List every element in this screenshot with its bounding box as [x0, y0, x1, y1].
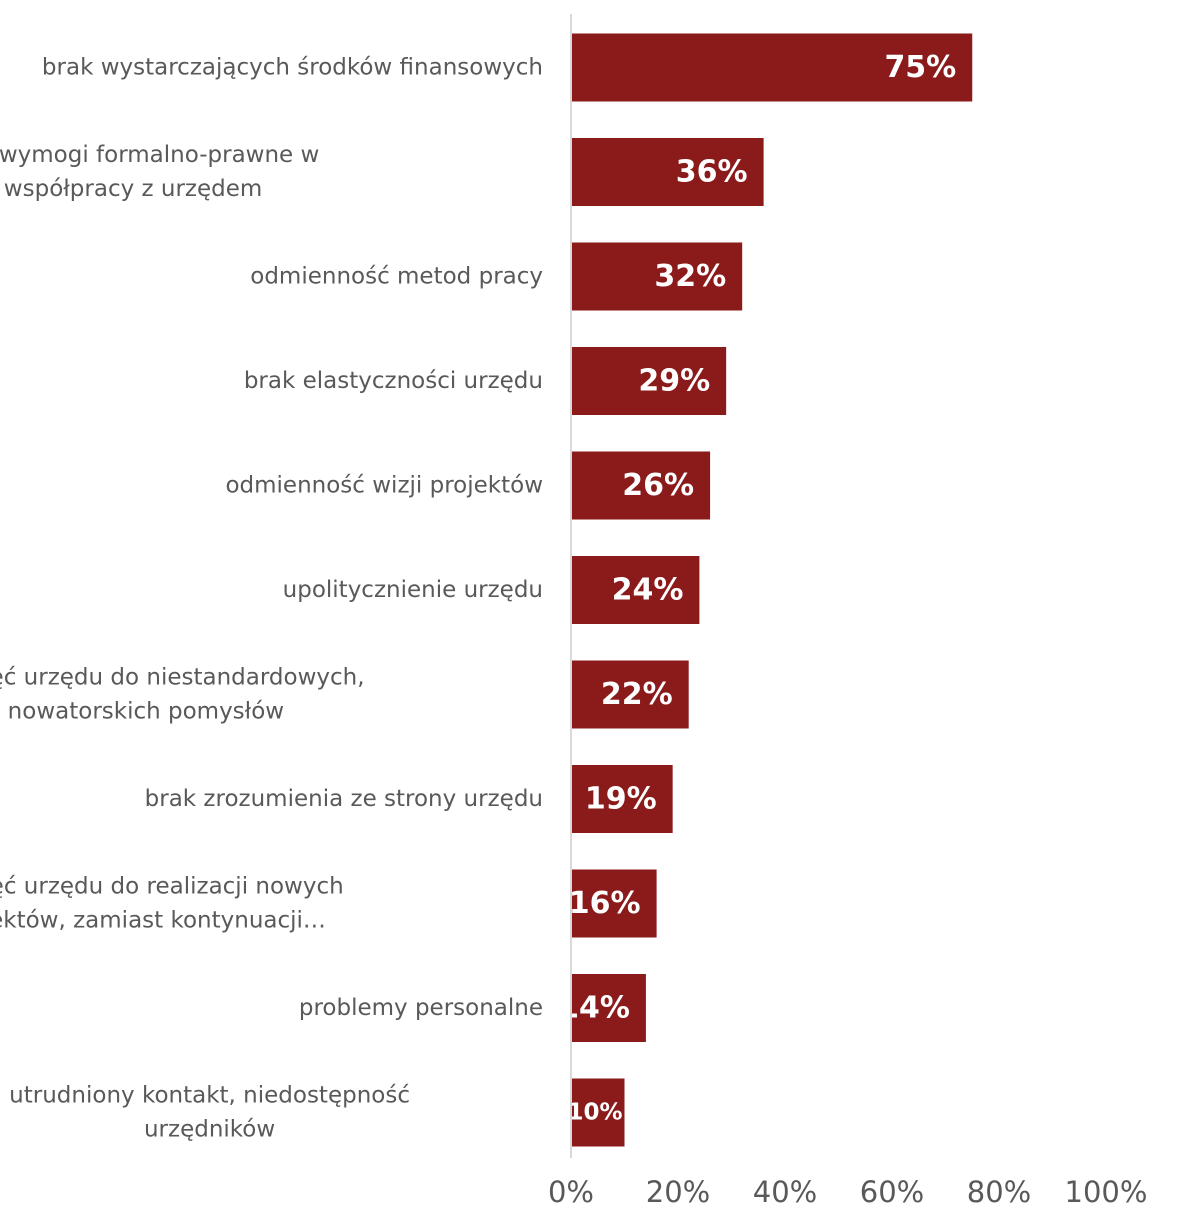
category-label: upolitycznienie urzędu: [283, 577, 543, 603]
category-label: brak wystarczających środków finansowych: [42, 55, 543, 81]
data-label: 14%: [558, 991, 630, 1026]
bar: [571, 974, 646, 1042]
category-label: skomplikowane wymogi formalno-prawne wko…: [0, 142, 319, 202]
category-labels-group: brak wystarczających środków finansowych…: [0, 55, 543, 1143]
data-label: 10%: [567, 1100, 622, 1126]
data-label: 19%: [585, 782, 657, 817]
x-tick-label: 20%: [646, 1175, 710, 1209]
category-label: brak elastyczności urzędu: [244, 368, 543, 394]
data-label: 29%: [638, 364, 710, 399]
x-tick-label: 100%: [1065, 1175, 1148, 1209]
data-label: 24%: [612, 573, 684, 608]
data-label: 32%: [654, 259, 726, 294]
category-label: utrudniony kontakt, niedostępność urzędni…: [9, 1083, 410, 1143]
category-label: niechęć urzędu do realizacji nowychproje…: [0, 874, 344, 934]
bar: [571, 765, 673, 833]
category-label: odmienność wizji projektów: [225, 473, 543, 499]
bar: [571, 556, 700, 624]
bar: [571, 451, 711, 520]
category-label: odmienność metod pracy: [250, 264, 543, 290]
data-label: 36%: [676, 155, 748, 190]
bar: [571, 347, 727, 415]
category-label: problemy personalne: [299, 995, 543, 1021]
data-labels-group: 75% 36% 32% 29% 26% 24% 22% 19% 16% 14% 10%: [558, 50, 956, 1126]
x-tick-label: 60%: [860, 1175, 924, 1209]
x-tick-label: 0%: [548, 1175, 594, 1209]
data-label: 26%: [622, 468, 694, 503]
category-label: niechęć urzędu do niestandardowych,nowat…: [0, 665, 365, 725]
bar: [571, 242, 743, 311]
bars-group: [571, 33, 973, 1147]
bar: [571, 1078, 625, 1147]
bar: [571, 33, 973, 102]
data-label: 22%: [601, 677, 673, 712]
data-label: 16%: [569, 886, 641, 921]
bar: [571, 138, 764, 206]
category-label: brak zrozumienia ze strony urzędu: [145, 786, 543, 812]
x-tick-label: 40%: [753, 1175, 817, 1209]
bar: [571, 660, 689, 729]
x-tick-labels-group: 0% 20% 40% 60% 80% 100%: [548, 1175, 1147, 1209]
bar: [571, 869, 657, 938]
data-label: 75%: [884, 50, 956, 85]
x-tick-label: 80%: [967, 1175, 1031, 1209]
